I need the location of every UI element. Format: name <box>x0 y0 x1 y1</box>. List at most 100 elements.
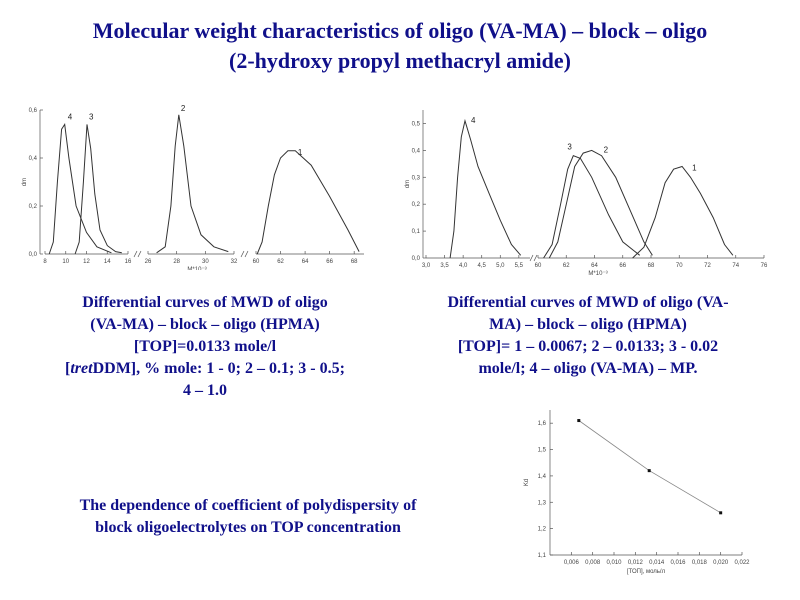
series-line-1 <box>256 150 360 255</box>
y-tick-label: 1,3 <box>538 500 547 506</box>
caption-bottom-line-1: The dependence of coefficient of polydis… <box>79 497 417 514</box>
y-tick-label: 1,5 <box>538 448 547 454</box>
x-tick-label: 76 <box>761 263 768 269</box>
caption-right-line-4: mole/l; 4 – oligo (VA-MA) – MP. <box>478 360 698 377</box>
caption-right-line-3: [TOP]= 1 – 0.0067; 2 – 0.0133; 3 - 0.02 <box>457 338 719 355</box>
x-axis-label: M*10⁻³ <box>187 267 206 270</box>
series-line-1 <box>632 165 734 259</box>
caption-left-line-3: [TOP]=0.0133 mole/l <box>133 338 277 355</box>
x-tick-label: 3,5 <box>440 263 449 269</box>
series-label-4: 4 <box>68 112 73 121</box>
title-line-1: Molecular weight characteristics of olig… <box>92 18 708 43</box>
x-tick-label: 72 <box>704 263 711 269</box>
series-line-4 <box>449 118 522 259</box>
x-tick-label: 12 <box>83 259 90 265</box>
y-tick-label: 0,2 <box>29 204 38 210</box>
caption-italic-tret: tret <box>70 360 93 377</box>
caption-bottom: The dependence of coefficient of polydis… <box>28 495 468 539</box>
kd-data-point <box>577 419 581 423</box>
series-label-1: 1 <box>692 164 697 173</box>
y-tick-label: 1,2 <box>538 527 547 533</box>
x-tick-label: 74 <box>732 263 739 269</box>
x-tick-label: 60 <box>253 259 260 265</box>
x-tick-label: 68 <box>351 259 358 265</box>
caption-left-line-1: Differential curves of MWD of oligo <box>82 294 328 311</box>
series-line-2 <box>156 114 229 254</box>
x-tick-label: 0,014 <box>649 560 665 566</box>
x-tick-label: 16 <box>125 259 132 265</box>
x-tick-label: 4,5 <box>478 263 487 269</box>
x-tick-label: 68 <box>648 263 655 269</box>
series-line-4 <box>48 122 112 255</box>
y-tick-label: 0,3 <box>412 175 421 181</box>
x-tick-label: 28 <box>173 259 180 265</box>
x-tick-label: 26 <box>145 259 152 265</box>
series-label-4: 4 <box>471 116 476 125</box>
caption-right-line-1: Differential curves of MWD of oligo (VA- <box>447 294 729 311</box>
caption-right-line-2: MA) – block – oligo (HPMA) <box>489 316 687 333</box>
x-tick-label: 32 <box>231 259 238 265</box>
series-line-3 <box>543 155 641 259</box>
series-label-3: 3 <box>89 112 94 121</box>
series-label-2: 2 <box>181 104 186 113</box>
x-tick-label: 60 <box>535 263 542 269</box>
kd-series-line <box>578 420 721 514</box>
caption-left-line-5: 4 – 1.0 <box>183 382 227 399</box>
series-label-2: 2 <box>604 145 609 154</box>
x-tick-label: 0,010 <box>606 560 622 566</box>
x-tick-label: 62 <box>277 259 284 265</box>
y-axis-label: Kd <box>524 479 530 486</box>
x-tick-label: 0,012 <box>628 560 644 566</box>
x-tick-label: 0,020 <box>713 560 729 566</box>
x-tick-label: 64 <box>591 263 598 269</box>
x-tick-label: 66 <box>326 259 333 265</box>
mwd-chart-right: 0,0 0,1 0,2 0,3 0,4 0,5 3,0 3,5 4,0 4,5 5,0 5,5 60 62… <box>405 110 768 275</box>
x-tick-label: 0,022 <box>734 560 750 566</box>
axis-break-mark <box>133 250 142 258</box>
series-line-3 <box>74 124 122 255</box>
y-axis-label: dm <box>22 178 28 186</box>
y-tick-label: 1,4 <box>538 474 547 480</box>
y-tick-label: 0,4 <box>412 148 421 154</box>
x-tick-label: 0,016 <box>670 560 686 566</box>
x-tick-label: 64 <box>302 259 309 265</box>
x-tick-label: 70 <box>676 263 683 269</box>
x-tick-label: 8 <box>43 259 47 265</box>
y-tick-label: 0,1 <box>412 229 421 235</box>
y-tick-label: 0,5 <box>412 121 421 127</box>
caption-left-line-4-rest: DDM], % mole: 1 - 0; 2 – 0.1; 3 - 0.5; <box>92 360 345 377</box>
x-tick-label: 5,5 <box>515 263 524 269</box>
caption-left: Differential curves of MWD of oligo (VA-… <box>20 292 390 402</box>
x-tick-label: 0,006 <box>564 560 580 566</box>
caption-bottom-line-2: block oligoelectrolytes on TOP concentra… <box>95 519 401 536</box>
y-tick-label: 1,6 <box>538 421 547 427</box>
mwd-chart-left: 0,00,20,40,68 10 12 14 16 26 28 30 32 60 62 64 66 68M… <box>22 104 364 270</box>
x-tick-label: 4,0 <box>459 263 468 269</box>
series-label-1: 1 <box>298 148 303 157</box>
y-tick-label: 0,0 <box>29 252 38 258</box>
slide-title: Molecular weight characteristics of olig… <box>0 16 800 76</box>
caption-left-line-2: (VA-MA) – block – oligo (HPMA) <box>90 316 320 333</box>
kd-data-point <box>647 469 651 473</box>
title-line-2: (2-hydroxy propyl methacryl amide) <box>229 48 571 73</box>
series-label-3: 3 <box>567 143 572 152</box>
x-tick-label: 14 <box>104 259 111 265</box>
series-line-2 <box>548 149 653 259</box>
x-tick-label: 30 <box>202 259 209 265</box>
kd-chart: 1,1 1,2 1,3 1,4 1,5 1,6 0,006 0,008 0,010 0,012 0,… <box>524 410 750 575</box>
axis-break-mark <box>240 250 249 258</box>
y-axis-label: dm <box>405 180 411 188</box>
x-tick-label: 0,008 <box>585 560 601 566</box>
x-tick-label: 0,018 <box>692 560 708 566</box>
caption-right: Differential curves of MWD of oligo (VA-… <box>403 292 773 380</box>
x-tick-label: 66 <box>619 263 626 269</box>
x-tick-label: 5,0 <box>496 263 505 269</box>
x-axis-label: M*10⁻³ <box>588 271 607 275</box>
axis-break-mark <box>529 254 538 262</box>
y-tick-label: 1,1 <box>538 553 547 559</box>
x-tick-label: 3,0 <box>422 263 431 269</box>
x-tick-label: 62 <box>563 263 570 269</box>
kd-data-point <box>719 511 723 515</box>
y-tick-label: 0,6 <box>29 108 38 114</box>
caption-left-line-4: [tretDDM], % mole: 1 - 0; 2 – 0.1; 3 - 0… <box>65 360 345 377</box>
